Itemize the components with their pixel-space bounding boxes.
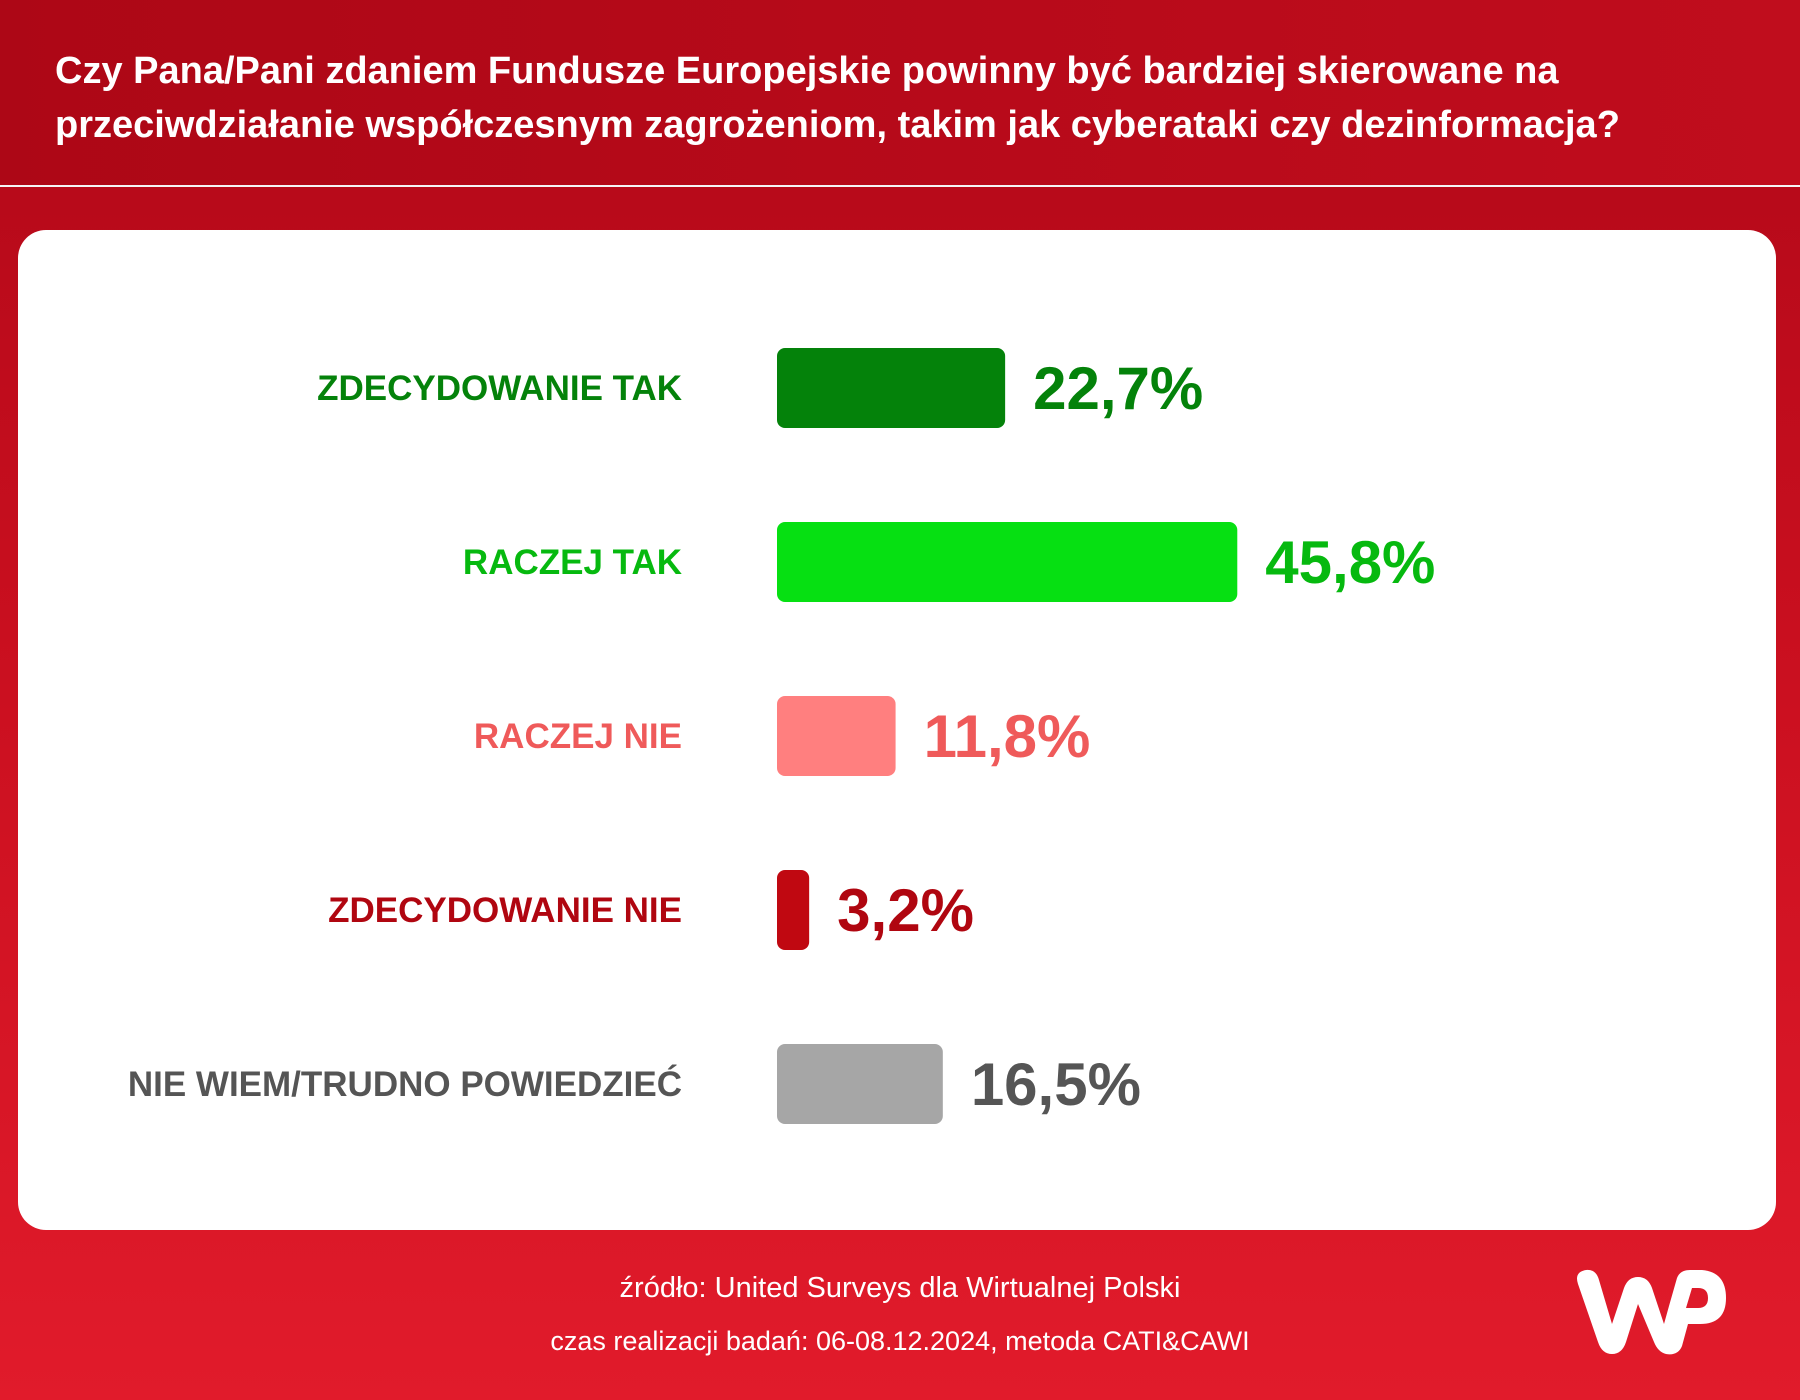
value-label: 3,2% [837,877,974,944]
value-label: 45,8% [1265,529,1435,596]
category-label: RACZEJ NIE [474,717,682,756]
value-label: 16,5% [971,1051,1141,1118]
bar [777,522,1238,602]
value-label: 11,8% [924,703,1091,770]
value-label: 22,7% [1033,355,1203,422]
category-label: ZDECYDOWANIE NIE [328,891,682,930]
bar [777,870,810,950]
bar-chart: ZDECYDOWANIE TAK 22,7% RACZEJ TAK 45,8% RACZ… [128,348,1435,1124]
bar [777,348,1006,428]
category-label: RACZEJ TAK [463,543,682,582]
chart-title: Czy Pana/Pani zdaniem Fundusze Europejsk… [55,50,1620,146]
bar [777,1044,943,1124]
bar [777,696,896,776]
category-label: ZDECYDOWANIE TAK [317,369,682,408]
chart-card: ZDECYDOWANIE TAK 22,7% RACZEJ TAK 45,8% RACZ… [18,230,1776,1230]
survey-time-text: czas realizacji badań: 06-08.12.2024, me… [550,1326,1250,1356]
header-band: Czy Pana/Pani zdaniem Fundusze Europejsk… [0,0,1800,187]
category-label: NIE WIEM/TRUDNO POWIEDZIEĆ [128,1064,682,1104]
wp-logo [1577,1269,1726,1355]
source-text: źródło: United Surveys dla Wirtualnej Po… [619,1272,1181,1304]
